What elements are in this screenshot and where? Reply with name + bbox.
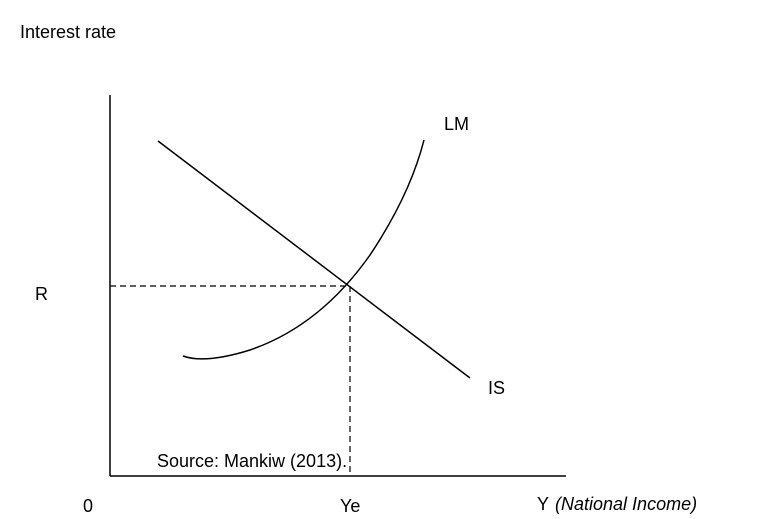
x-axis-label: Y (National Income) xyxy=(537,494,697,514)
source-note: Source: Mankiw (2013). xyxy=(157,451,347,471)
lm-label: LM xyxy=(444,114,469,134)
y-axis-label: Interest rate xyxy=(20,22,116,42)
rate-label: R xyxy=(35,284,48,304)
x-axis-description: (National Income) xyxy=(555,494,697,514)
is-curve xyxy=(157,140,471,379)
is-label: IS xyxy=(488,378,505,398)
x-axis-symbol: Y xyxy=(537,494,549,514)
income-label: Ye xyxy=(340,496,360,516)
lm-curve xyxy=(182,139,425,360)
origin-label: 0 xyxy=(83,496,93,516)
